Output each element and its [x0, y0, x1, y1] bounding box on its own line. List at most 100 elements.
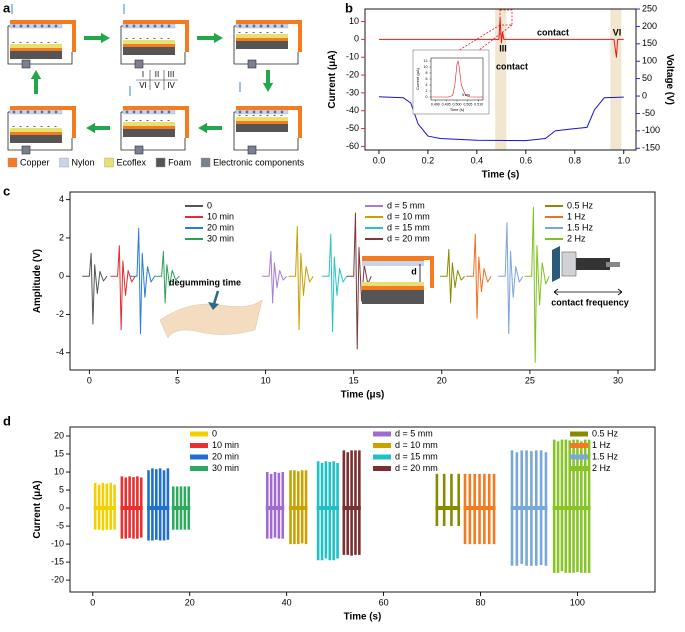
copper	[236, 20, 288, 24]
component	[247, 145, 257, 155]
legend-label: 0	[207, 200, 212, 210]
plus-charge	[33, 110, 37, 114]
annotation: contact frequency	[551, 297, 629, 307]
y-tick-label: 0	[354, 34, 359, 44]
y-tick-label: 20	[54, 430, 64, 440]
y-tick-label: 0	[426, 95, 428, 99]
plus-charge	[160, 110, 164, 114]
shaker-head	[561, 251, 577, 277]
legend-label: 0.5 Hz	[567, 200, 594, 210]
highlight-band	[495, 9, 507, 150]
annotation: contact	[537, 27, 569, 37]
legend-label: d = 20 mm	[387, 233, 430, 243]
x-tick-label: 0.495	[442, 102, 451, 106]
legend-label: 20 min	[207, 222, 234, 232]
plus-charge	[54, 24, 58, 28]
plus-charge	[160, 24, 164, 28]
y-axis-label: Current (μA)	[415, 67, 420, 90]
y-tick-label: -50	[346, 123, 359, 133]
plus-charge	[40, 110, 44, 114]
copper-bracket	[60, 106, 76, 138]
plus-charge	[259, 110, 263, 114]
annotation: 5 ms	[462, 93, 470, 97]
plot-frame	[364, 8, 637, 151]
cycle-arrowhead	[198, 122, 208, 134]
zoom-connector	[469, 24, 513, 58]
x-tick-label: 0.4	[471, 156, 484, 166]
y2-tick-label: -150	[642, 143, 660, 153]
cycle-label: IV	[167, 81, 175, 90]
cycle-label: III	[168, 70, 175, 79]
ecoflex	[123, 40, 175, 44]
x-tick-label: 0.2	[422, 156, 435, 166]
legend-label: Nylon	[72, 157, 95, 167]
plus-charge	[26, 24, 30, 28]
ecoflex	[10, 44, 62, 48]
copper	[236, 38, 288, 41]
legend-label: Foam	[168, 157, 191, 167]
wire	[7, 26, 73, 65]
y-axis-label: Current (μA)	[327, 50, 338, 108]
y-tick-label: 8	[426, 71, 428, 75]
y-axis-label: Current (μA)	[32, 480, 43, 538]
plus-charge	[139, 110, 143, 114]
x-tick-label: 0.490	[431, 102, 440, 106]
plus-charge	[252, 110, 256, 114]
y2-tick-label: -100	[642, 125, 660, 135]
y-tick-label: -4	[56, 347, 64, 357]
legend-label: 0	[212, 428, 217, 438]
cycle-arrowhead	[86, 122, 96, 134]
plus-charge	[238, 110, 242, 114]
plus-charge	[19, 110, 23, 114]
y-tick-label: 10	[424, 65, 428, 69]
cycle-arrowhead	[100, 32, 110, 44]
legend-label: 10 min	[207, 211, 234, 221]
x-tick-label: 0.6	[520, 156, 533, 166]
plus-charge	[54, 110, 58, 114]
y2-axis-label: Voltage (V)	[664, 54, 675, 105]
cycle-label: II	[155, 70, 159, 79]
x-tick-label: 5	[175, 376, 180, 386]
plus-charge	[266, 110, 270, 114]
plus-charge	[280, 24, 284, 28]
plus-charge	[19, 24, 23, 28]
legend-swatch	[155, 157, 166, 168]
shaker-body	[552, 246, 560, 282]
x-axis-label: Time (s)	[482, 169, 520, 180]
x-tick-label: 10	[261, 376, 271, 386]
y2-tick-label: 50	[642, 73, 652, 83]
foam	[236, 124, 288, 132]
y-tick-label: 12	[424, 59, 428, 63]
device-copper	[362, 256, 424, 261]
x-tick-label: 25	[525, 376, 535, 386]
copper	[10, 132, 62, 135]
x-tick-label: 0.510	[474, 102, 483, 106]
y-tick-label: -10	[346, 52, 359, 62]
plus-charge	[12, 110, 16, 114]
series-line	[440, 248, 466, 304]
plot-frame	[69, 191, 656, 371]
plus-charge	[252, 24, 256, 28]
legend-label: d = 5 mm	[395, 428, 433, 438]
panel-label: c	[3, 183, 10, 198]
copper	[10, 48, 62, 51]
copper-bracket	[173, 106, 189, 138]
plus-charge	[153, 24, 157, 28]
plus-charge	[125, 110, 129, 114]
series-line	[110, 245, 136, 331]
annotation: III	[499, 43, 507, 53]
series-line	[82, 252, 108, 325]
component	[134, 145, 144, 155]
y-tick-label: -10	[51, 538, 64, 548]
y-tick-label: -40	[346, 105, 359, 115]
x-tick-label: 40	[282, 598, 292, 608]
component	[21, 145, 31, 155]
x-tick-label: 0.0	[373, 156, 386, 166]
legend-swatch	[104, 157, 114, 168]
plus-charge	[146, 110, 150, 114]
series-line	[288, 225, 314, 331]
plus-charge	[153, 110, 157, 114]
cycle-arrowhead	[262, 82, 274, 92]
cycle-arrowhead	[30, 70, 42, 80]
y-tick-label: 5	[59, 484, 64, 494]
